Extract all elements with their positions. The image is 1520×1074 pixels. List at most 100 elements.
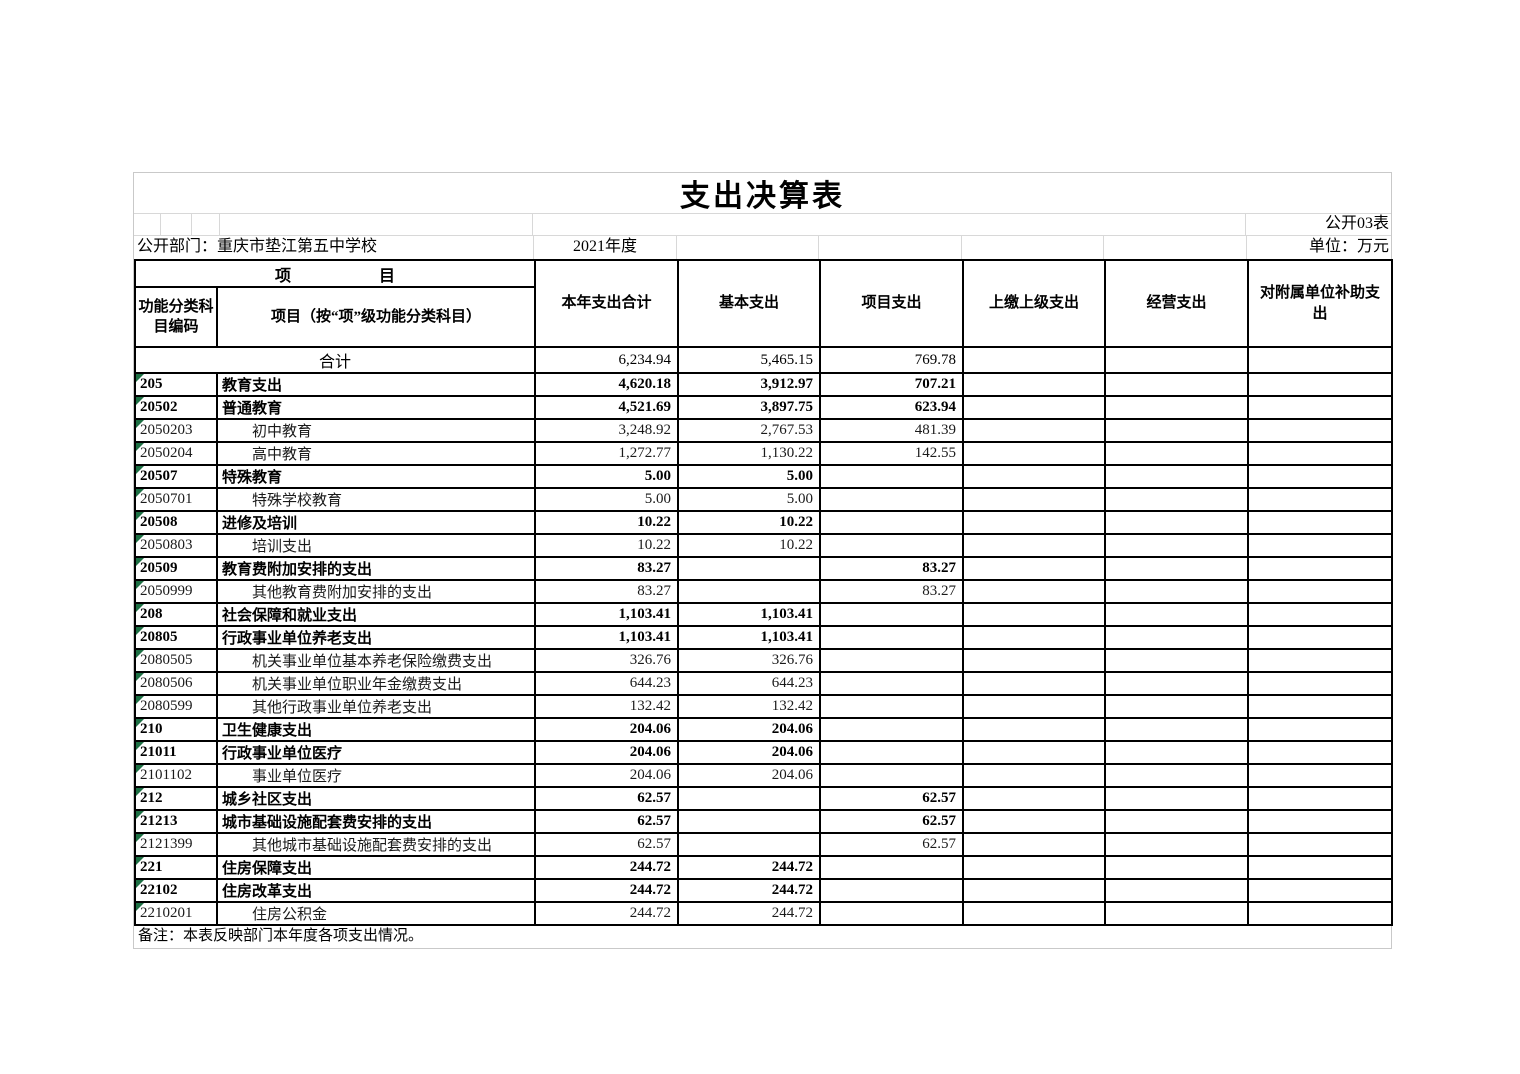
table-row: 2050999 其他教育费附加安排的支出 83.27 83.27 [134, 579, 1393, 604]
value-cell: 1,272.77 [534, 441, 679, 466]
header-row-group: 项 目 本年支出合计 基本支出 项目支出 上缴上级支出 经营支出 对附属单位补助… [134, 259, 1393, 348]
item-name-cell: 机关事业单位基本养老保险缴费支出 [216, 648, 536, 673]
total-value-cell: 6,234.94 [534, 346, 679, 374]
value-cell [1104, 694, 1249, 719]
value-cell [1247, 464, 1393, 489]
sheet-label-row: 公开03表 [134, 214, 1391, 236]
function-code-text: 2210201 [140, 905, 193, 921]
value-cell [1247, 832, 1393, 857]
value-cell: 62.57 [819, 832, 964, 857]
value-cell [962, 556, 1106, 581]
value-cell [819, 763, 964, 788]
item-name-cell: 普通教育 [216, 395, 536, 420]
table-row: 21011 行政事业单位医疗 204.06 204.06 [134, 740, 1393, 765]
table-row: 205 教育支出 4,620.18 3,912.97 707.21 [134, 372, 1393, 397]
title-row: 支出决算表 [134, 173, 1391, 214]
item-name-cell: 特殊学校教育 [216, 487, 536, 512]
item-name-cell: 其他城市基础设施配套费安排的支出 [216, 832, 536, 857]
meta-row: 公开部门：重庆市垫江第五中学校 2021年度 单位：万元 [134, 236, 1391, 259]
function-code-text: 2050203 [140, 422, 193, 438]
empty-cell [134, 214, 161, 235]
empty-cell [1104, 236, 1247, 259]
table-row: 20502 普通教育 4,521.69 3,897.75 623.94 [134, 395, 1393, 420]
item-name-cell: 卫生健康支出 [216, 717, 536, 742]
sheet-number-label: 公开03表 [1324, 215, 1389, 232]
total-value-cell [1247, 346, 1393, 374]
function-code-text: 20507 [140, 468, 178, 484]
value-cell [1104, 832, 1249, 857]
item-name-cell: 行政事业单位养老支出 [216, 625, 536, 650]
value-cell: 10.22 [677, 510, 821, 535]
value-cell [819, 602, 964, 627]
value-cell [1247, 602, 1393, 627]
table-row: 20509 教育费附加安排的支出 83.27 83.27 [134, 556, 1393, 581]
table-row: 20805 行政事业单位养老支出 1,103.41 1,103.41 [134, 625, 1393, 650]
item-name-cell: 住房公积金 [216, 901, 536, 926]
table-row: 20508 进修及培训 10.22 10.22 [134, 510, 1393, 535]
value-cell: 1,130.22 [677, 441, 821, 466]
table-row: 212 城乡社区支出 62.57 62.57 [134, 786, 1393, 811]
header-project-char-right: 目 [379, 267, 396, 285]
value-cell [1104, 878, 1249, 903]
value-cell [962, 901, 1106, 926]
function-code-text: 221 [140, 859, 163, 875]
value-cell [819, 694, 964, 719]
header-operating-expenditure: 经营支出 [1104, 259, 1249, 348]
value-cell [962, 441, 1106, 466]
value-cell: 204.06 [677, 763, 821, 788]
value-cell [962, 579, 1106, 604]
function-code-cell: 20805 [134, 625, 218, 650]
value-cell [1104, 625, 1249, 650]
value-cell [1104, 441, 1249, 466]
value-cell: 5.00 [534, 464, 679, 489]
function-code-cell: 2101102 [134, 763, 218, 788]
value-cell [1247, 533, 1393, 558]
value-cell: 481.39 [819, 418, 964, 443]
value-cell: 1,103.41 [677, 625, 821, 650]
table-row: 2080505 机关事业单位基本养老保险缴费支出 326.76 326.76 [134, 648, 1393, 673]
value-cell: 244.72 [677, 901, 821, 926]
item-name-cell: 住房改革支出 [216, 878, 536, 903]
value-cell [1247, 717, 1393, 742]
value-cell [1104, 740, 1249, 765]
value-cell [677, 809, 821, 834]
value-cell [1247, 901, 1393, 926]
value-cell: 1,103.41 [534, 602, 679, 627]
table-row: 208 社会保障和就业支出 1,103.41 1,103.41 [134, 602, 1393, 627]
value-cell [962, 763, 1106, 788]
value-cell [962, 487, 1106, 512]
value-cell [962, 648, 1106, 673]
value-cell [1247, 510, 1393, 535]
value-cell [1247, 648, 1393, 673]
value-cell [1247, 809, 1393, 834]
item-name-cell: 教育费附加安排的支出 [216, 556, 536, 581]
value-cell [1247, 418, 1393, 443]
value-cell [1104, 372, 1249, 397]
item-name-cell: 进修及培训 [216, 510, 536, 535]
value-cell [962, 395, 1106, 420]
item-name-cell: 培训支出 [216, 533, 536, 558]
function-code-cell: 212 [134, 786, 218, 811]
item-name-cell: 其他教育费附加安排的支出 [216, 579, 536, 604]
function-code-text: 20502 [140, 399, 178, 415]
function-code-cell: 22102 [134, 878, 218, 903]
value-cell [1104, 556, 1249, 581]
header-project-expenditure: 项目支出 [819, 259, 964, 348]
value-cell [819, 740, 964, 765]
item-name-cell: 其他行政事业单位养老支出 [216, 694, 536, 719]
value-cell [1104, 510, 1249, 535]
value-cell [677, 832, 821, 857]
value-cell: 2,767.53 [677, 418, 821, 443]
value-cell: 62.57 [819, 786, 964, 811]
function-code-text: 2080505 [140, 652, 193, 668]
value-cell: 3,248.92 [534, 418, 679, 443]
value-cell: 5.00 [677, 464, 821, 489]
value-cell: 1,103.41 [677, 602, 821, 627]
header-item-name: 项目（按“项”级功能分类科目） [216, 286, 536, 348]
value-cell: 83.27 [534, 556, 679, 581]
department-label: 公开部门：重庆市垫江第五中学校 [134, 236, 534, 259]
value-cell: 5.00 [677, 487, 821, 512]
function-code-text: 208 [140, 606, 163, 622]
function-code-cell: 20509 [134, 556, 218, 581]
value-cell [1104, 763, 1249, 788]
